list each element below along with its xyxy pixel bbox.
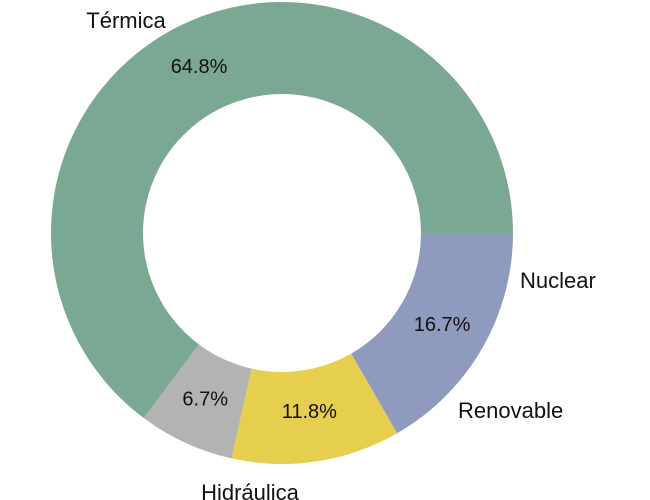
slice-hidraulica [351, 233, 513, 434]
category-label-renovable: Renovable [458, 398, 563, 423]
value-label-termica: 64.8% [171, 56, 228, 78]
value-label-hidraulica: 16.7% [414, 314, 471, 336]
slices-group [50, 1, 514, 464]
slice-termica [50, 1, 514, 419]
slice-nuclear [143, 344, 252, 459]
slice-renovable [231, 353, 398, 464]
value-label-renovable: 11.8% [282, 401, 337, 423]
value-label-nuclear: 6.7% [182, 389, 228, 411]
category-label-nuclear: Nuclear [520, 268, 596, 293]
category-label-hidraulica: Hidráulica [201, 480, 300, 500]
category-label-termica: Térmica [86, 8, 166, 33]
labels-group: 64.8% Térmica 6.7% Nuclear 11.8% Renovable 16.… [86, 8, 596, 500]
